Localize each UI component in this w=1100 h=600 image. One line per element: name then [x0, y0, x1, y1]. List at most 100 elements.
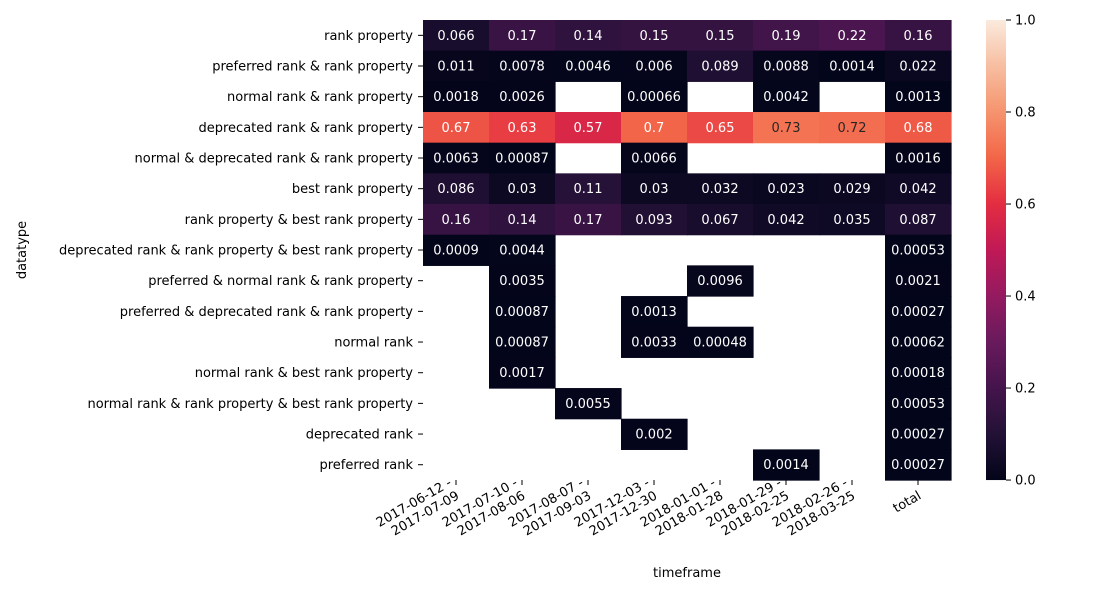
cell-value-label: 0.032 [701, 182, 738, 197]
x-axis-title: timeframe [653, 566, 721, 581]
cell-value-label: 0.0088 [763, 60, 809, 75]
heatmap-cell [621, 20, 688, 52]
cell-value-label: 0.0063 [433, 152, 479, 167]
x-tick-label: 2017-06-12 -2017-07-09 [374, 475, 462, 543]
cell-value-label: 0.65 [706, 121, 735, 136]
heatmap-cell [687, 204, 754, 236]
cell-value-label: 0.093 [635, 213, 672, 228]
cell-value-label: 0.022 [899, 60, 936, 75]
colorbar-tick-label: 0.8 [1015, 106, 1036, 121]
heatmap-cell [555, 50, 622, 82]
cell-value-label: 0.0026 [499, 90, 545, 105]
heatmap-cell [489, 142, 556, 174]
y-tick-label: rank property & best rank property [185, 213, 414, 228]
x-tick-label: 2017-08-07 -2017-09-03 [506, 475, 594, 543]
cell-value-label: 0.0021 [895, 274, 941, 289]
cell-value-label: 0.089 [701, 60, 738, 75]
y-tick-label: preferred rank & rank property [212, 60, 413, 75]
colorbar-tick-label: 0.2 [1015, 382, 1036, 397]
heatmap-cell [885, 142, 952, 174]
cell-value-label: 0.067 [701, 213, 738, 228]
cell-value-label: 0.042 [767, 213, 804, 228]
cell-value-label: 0.087 [899, 213, 936, 228]
heatmap-cell [885, 326, 952, 358]
heatmap-cell [423, 81, 490, 113]
heatmap-cell [621, 418, 688, 450]
cell-value-label: 0.00087 [495, 305, 549, 320]
heatmap-cell [423, 142, 490, 174]
heatmap-cell [885, 265, 952, 297]
heatmap-cell [687, 20, 754, 52]
heatmap-cell [555, 388, 622, 420]
heatmap-cell [753, 81, 820, 113]
heatmap-cell [621, 173, 688, 205]
x-tick-label: 2017-12-03 -2017-12-30 [572, 475, 660, 543]
cell-value-label: 0.0014 [763, 458, 809, 473]
colorbar: 0.0 0.2 0.4 0.6 0.8 1.0 [986, 14, 1036, 489]
heatmap-cell [423, 234, 490, 266]
cell-value-label: 0.57 [574, 121, 603, 136]
cell-value-label: 0.03 [508, 182, 537, 197]
heatmap-cell [621, 81, 688, 113]
heatmap-cell [687, 326, 754, 358]
cell-value-label: 0.17 [574, 213, 603, 228]
y-tick-label: normal rank & rank property & best rank … [87, 397, 413, 412]
y-axis-title: datatype [15, 221, 30, 279]
heatmap-cell [885, 81, 952, 113]
heatmap-cell [489, 81, 556, 113]
cell-value-label: 0.16 [442, 213, 471, 228]
heatmap-cell [687, 112, 754, 144]
heatmap-cell [885, 173, 952, 205]
heatmap-cell [489, 265, 556, 297]
cell-value-label: 0.68 [904, 121, 933, 136]
y-tick-label: rank property [324, 29, 413, 44]
cell-value-label: 0.7 [644, 121, 665, 136]
heatmap-cell [687, 265, 754, 297]
cell-value-label: 0.16 [904, 29, 933, 44]
heatmap-cell [753, 50, 820, 82]
heatmap-cell [555, 173, 622, 205]
heatmap-cells: 0.066 0.17 0.14 0.15 0.15 0.19 0.22 0.16 0.011 0.… [423, 20, 952, 481]
y-tick-label: normal rank & rank property [227, 90, 413, 105]
heatmap-cell [489, 20, 556, 52]
heatmap-cell [489, 326, 556, 358]
cell-value-label: 0.029 [833, 182, 870, 197]
heatmap-cell [621, 142, 688, 174]
colorbar-tick-label: 0.6 [1015, 198, 1036, 213]
heatmap-cell [885, 449, 952, 481]
y-tick-label: preferred rank [319, 458, 413, 473]
x-tick-label: 2018-01-29 -2018-02-25 [704, 475, 792, 543]
heatmap-cell [885, 388, 952, 420]
colorbar-gradient [986, 20, 1006, 481]
y-axis: rank property preferred rank & rank prope… [59, 29, 423, 473]
cell-value-label: 0.042 [899, 182, 936, 197]
heatmap-cell [621, 50, 688, 82]
heatmap-cell [819, 50, 886, 82]
cell-value-label: 0.023 [767, 182, 804, 197]
heatmap-cell [753, 173, 820, 205]
heatmap-cell [621, 296, 688, 328]
cell-value-label: 0.0013 [895, 90, 941, 105]
y-tick-label: best rank property [292, 182, 413, 197]
heatmap-cell [885, 112, 952, 144]
cell-value-label: 0.73 [772, 121, 801, 136]
heatmap-cell [555, 20, 622, 52]
heatmap-cell [489, 357, 556, 389]
colorbar-tick-label: 0.4 [1015, 290, 1036, 305]
x-tick-label-line: total [891, 489, 924, 517]
cell-value-label: 0.0016 [895, 152, 941, 167]
cell-value-label: 0.00062 [891, 336, 945, 351]
heatmap-cell [423, 50, 490, 82]
cell-value-label: 0.14 [574, 29, 603, 44]
cell-value-label: 0.0009 [433, 244, 479, 259]
heatmap-cell [753, 20, 820, 52]
heatmap-cell [753, 112, 820, 144]
x-tick-label: 2018-01-01 -2018-01-28 [638, 475, 726, 543]
cell-value-label: 0.006 [635, 60, 672, 75]
cell-value-label: 0.0096 [697, 274, 743, 289]
heatmap-cell [423, 173, 490, 205]
cell-value-label: 0.0046 [565, 60, 611, 75]
cell-value-label: 0.0017 [499, 366, 545, 381]
heatmap-cell [489, 173, 556, 205]
